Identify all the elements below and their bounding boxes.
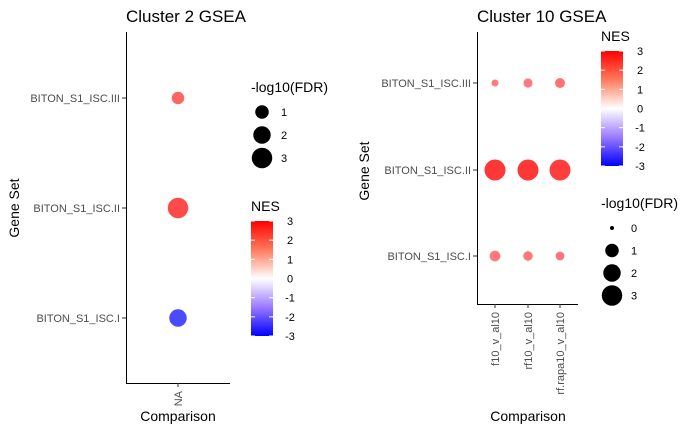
size-legend-key: [603, 264, 621, 282]
color-legend-title: NES: [601, 28, 630, 44]
data-point: [555, 251, 565, 261]
size-legend: -log10(FDR) 1 2 3: [251, 79, 328, 169]
x-tick-label: rf.rapa10_v_al10: [555, 312, 567, 395]
panel-cluster-2: Cluster 2 GSEA Gene Set Comparison BITON…: [6, 7, 328, 424]
y-axis-title: Gene Set: [356, 141, 372, 200]
chart-title: Cluster 10 GSEA: [477, 7, 607, 26]
color-legend-label: -3: [285, 331, 295, 343]
color-legend: NES 3 2 1 0 -1 -2 -3: [251, 198, 295, 343]
size-legend-title: -log10(FDR): [601, 195, 678, 211]
color-legend-label: -2: [285, 312, 295, 324]
color-legend-label: 3: [637, 46, 643, 58]
size-legend: -log10(FDR) 0 1 2 3: [601, 195, 678, 306]
color-legend-label: -3: [635, 161, 645, 173]
color-legend-label: 2: [287, 235, 293, 247]
chart-title: Cluster 2 GSEA: [126, 7, 247, 26]
color-legend-label: 1: [637, 84, 643, 96]
size-legend-key: [605, 243, 619, 258]
data-point: [554, 77, 566, 89]
x-tick-label: rf10_v_al10: [523, 312, 535, 370]
x-tick-label: f10_v_al10: [490, 312, 502, 366]
size-legend-label: 2: [631, 268, 637, 280]
color-legend-label: -1: [635, 123, 645, 135]
data-point: [491, 79, 499, 87]
size-legend-key: [253, 126, 271, 144]
data-point: [484, 159, 506, 181]
y-tick-label: BITON_S1_ISC.II: [33, 203, 120, 215]
color-legend-label: 2: [637, 65, 643, 77]
data-point: [171, 91, 185, 105]
data-point: [517, 159, 539, 181]
size-legend-key: [251, 147, 273, 169]
size-legend-key: [601, 285, 623, 306]
size-legend-label: 1: [281, 107, 287, 119]
color-legend-label: 0: [287, 274, 293, 286]
data-point: [489, 250, 501, 262]
size-legend-label: 1: [631, 246, 637, 258]
x-axis-title: Comparison: [140, 408, 215, 424]
size-legend-label: 3: [631, 291, 637, 303]
y-tick-label: BITON_S1_ISC.III: [30, 93, 120, 105]
size-legend-label: 3: [281, 153, 287, 165]
y-tick-label: BITON_S1_ISC.I: [387, 251, 471, 263]
size-legend-key: [255, 105, 269, 119]
size-legend-title: -log10(FDR): [251, 79, 328, 95]
data-point: [549, 159, 571, 181]
size-legend-label: 0: [631, 223, 637, 235]
size-legend-key: [610, 226, 614, 230]
y-tick-label: BITON_S1_ISC.II: [384, 165, 471, 177]
y-tick-label: BITON_S1_ISC.III: [381, 78, 471, 90]
color-legend-label: 0: [637, 104, 643, 116]
color-legend: NES 3 2 1 0 -1 -2 -3: [601, 28, 645, 173]
data-point: [169, 309, 187, 327]
x-tick-label: NA: [173, 390, 185, 406]
color-legend-label: 1: [287, 254, 293, 266]
y-tick-label: BITON_S1_ISC.I: [36, 313, 120, 325]
data-point: [167, 197, 189, 219]
color-bar: [251, 221, 273, 336]
color-bar: [601, 51, 623, 166]
data-point: [523, 251, 533, 261]
x-axis-title: Comparison: [490, 408, 565, 424]
y-axis-title: Gene Set: [6, 178, 22, 237]
data-point: [523, 78, 533, 88]
color-legend-label: -1: [285, 293, 295, 305]
size-legend-label: 2: [281, 130, 287, 142]
color-legend-title: NES: [251, 198, 280, 214]
color-legend-label: -2: [635, 142, 645, 154]
color-legend-label: 3: [287, 216, 293, 228]
panel-cluster-10: Cluster 10 GSEA Gene Set Comparison BITO…: [356, 7, 678, 424]
